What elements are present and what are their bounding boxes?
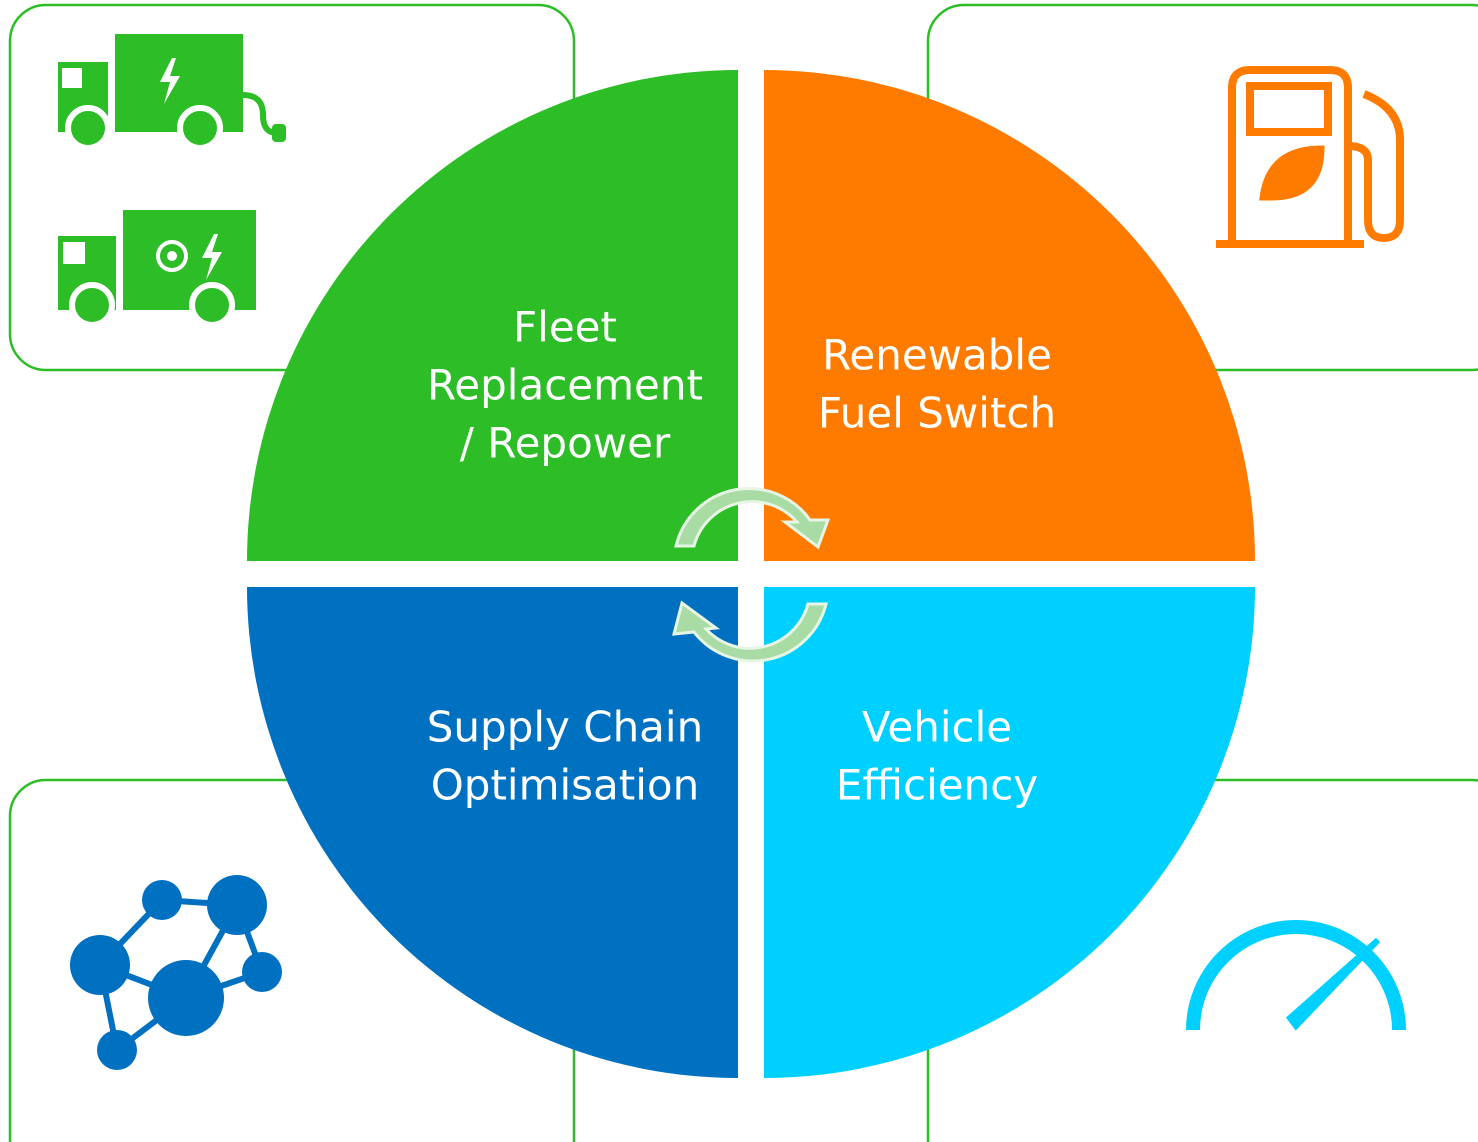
fuel-pump-icon — [1216, 66, 1404, 248]
quadrant-supply — [247, 587, 738, 1078]
label-line: Optimisation — [431, 761, 700, 810]
quadrant-efficiency — [764, 587, 1255, 1078]
label-line: Supply Chain — [427, 703, 703, 752]
label-line: Fuel Switch — [818, 389, 1056, 438]
network-icon — [70, 875, 282, 1070]
cycle-arrows — [672, 487, 831, 663]
quadrant-fuel — [764, 70, 1255, 561]
label-line: Efficiency — [836, 761, 1038, 810]
label-line: / Repower — [460, 419, 671, 468]
label-line: Fleet — [513, 303, 617, 352]
label-line: Vehicle — [862, 703, 1012, 752]
label-line: Replacement — [427, 361, 703, 410]
speedometer-icon — [1186, 920, 1406, 1031]
quadrant-fleet — [247, 70, 738, 561]
hybrid-truck-icon — [58, 210, 256, 328]
label-line: Renewable — [822, 331, 1052, 380]
electric-truck-icon — [58, 34, 286, 151]
